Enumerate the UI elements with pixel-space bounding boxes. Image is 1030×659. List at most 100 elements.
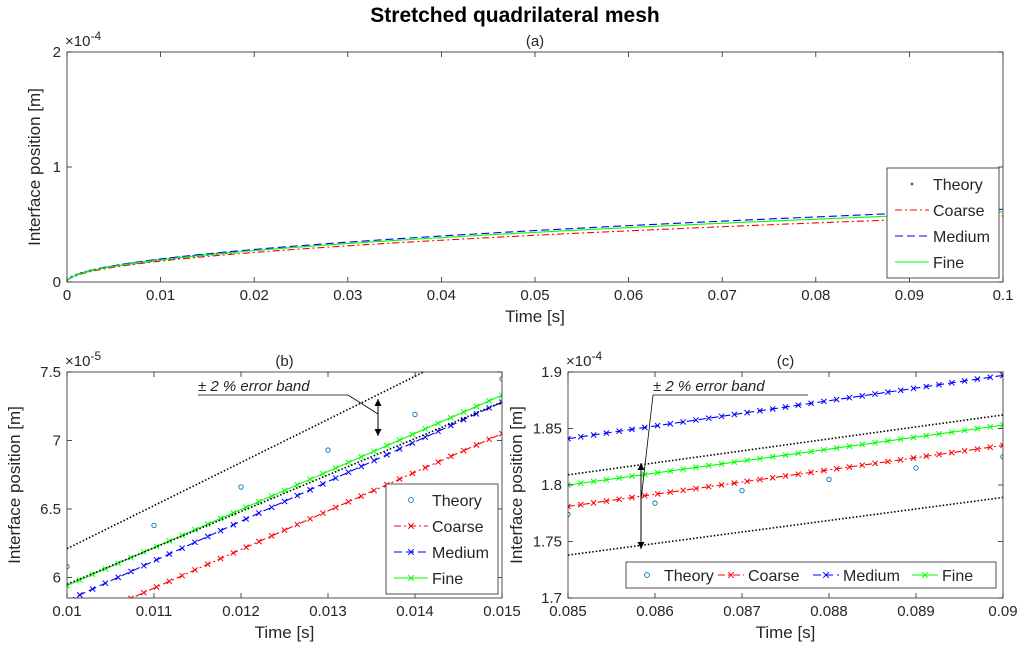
legend-label-medium: Medium: [432, 545, 489, 562]
panel-title: (b): [275, 353, 293, 370]
x-tick-label: 0.014: [396, 603, 434, 620]
series-fine-marker: [680, 466, 687, 473]
series-coarse-marker: [473, 442, 480, 448]
series-fine-marker: [128, 554, 134, 561]
theory-point: [151, 522, 157, 529]
series-fine-marker: [281, 487, 288, 494]
series-fine-marker: [102, 565, 109, 572]
series-fine-marker: [115, 560, 122, 567]
y-axis-label: Interface position [m]: [25, 88, 44, 246]
axes-box: [66, 51, 1004, 283]
series-fine-marker: [692, 464, 699, 471]
annotation-leader: [347, 394, 379, 415]
series-fine-marker: [859, 441, 866, 448]
series-medium-marker: [345, 469, 352, 476]
theory-point: [238, 484, 244, 490]
error-band-arrowhead: [637, 542, 645, 549]
x-tick-label: 0.09: [988, 603, 1017, 620]
series-coarse-marker: [371, 487, 378, 494]
series-fine-marker: [460, 409, 467, 416]
legend-coarse-marker: [727, 571, 735, 579]
series-coarse-marker: [590, 499, 597, 506]
series-fine-marker: [936, 430, 942, 437]
series-coarse-marker: [948, 449, 955, 456]
theory-point: [652, 500, 658, 506]
series-medium-marker: [808, 400, 815, 407]
series-fine-marker: [910, 434, 917, 441]
x-tick-label: 0.06: [614, 287, 643, 304]
legend-theory-marker: [910, 182, 914, 186]
series-fine-marker: [744, 457, 751, 464]
error-band-arrowhead: [374, 399, 382, 406]
series-coarse-marker: [230, 549, 237, 556]
series-fine-marker: [140, 549, 147, 556]
legend-medium-marker: [407, 548, 415, 556]
series-band-upper-line: [67, 372, 425, 550]
series-medium-marker: [629, 426, 635, 433]
y-tick-label: 6: [53, 569, 61, 586]
series-medium-marker: [590, 431, 597, 438]
series-coarse-marker: [499, 430, 502, 437]
series-medium-marker: [396, 445, 403, 452]
legend-theory-marker: [644, 572, 650, 578]
theory-point: [568, 511, 571, 518]
series-medium-marker: [897, 387, 904, 394]
x-tick-label: 0.02: [240, 287, 269, 304]
legend-label-theory: Theory: [933, 177, 983, 194]
legend-box: [385, 483, 499, 595]
series-coarse-marker: [820, 467, 827, 474]
series-coarse-marker: [64, 624, 69, 629]
series-band-upper-line: [568, 414, 1003, 476]
series-fine-marker: [358, 453, 365, 460]
theory-point: [913, 465, 919, 471]
y-tick-label: 1.85: [533, 421, 562, 438]
x-tick-label: 0.011: [136, 603, 172, 620]
series-coarse-marker: [577, 501, 584, 508]
series-fine-marker: [808, 448, 815, 455]
series-fine-marker: [705, 462, 712, 469]
series-medium-marker: [667, 420, 674, 427]
legend-label-fine: Fine: [933, 255, 964, 272]
series-coarse-marker: [897, 456, 904, 463]
panel-c: 0.085 0.086 0.087 0.088 0.089 0.09 1.7 1.75 1.8 1…: [507, 349, 1018, 642]
series-coarse-marker: [705, 483, 712, 490]
series-medium-marker: [769, 405, 776, 412]
series-medium-marker: [718, 413, 725, 420]
series-medium-marker: [872, 391, 879, 397]
series-fine-marker: [795, 450, 802, 457]
legend-box: [886, 167, 1000, 279]
series-medium-marker: [910, 385, 917, 392]
series-fine-marker: [307, 476, 314, 483]
y-tick-label: 1.7: [541, 590, 562, 607]
legend-label-coarse: Coarse: [933, 203, 985, 220]
series-coarse-marker: [153, 584, 160, 590]
series-fine-marker: [590, 478, 597, 485]
x-tick-label: 0.09: [895, 287, 924, 304]
series-coarse-line: [130, 433, 502, 598]
series-coarse-marker: [782, 473, 789, 479]
series-coarse-marker: [345, 498, 352, 505]
series-medium-marker: [499, 399, 502, 406]
series-medium-marker: [987, 374, 994, 381]
series-coarse-marker: [447, 453, 454, 460]
series-coarse-marker: [396, 476, 403, 483]
series-fine-marker: [396, 437, 403, 444]
series-medium-marker: [230, 521, 237, 528]
series-fine-marker: [948, 429, 955, 436]
series-medium-marker: [795, 402, 802, 409]
x-tick-label: 0.07: [708, 287, 737, 304]
series-medium-marker: [603, 430, 610, 437]
series-coarse-marker: [731, 480, 738, 487]
series-coarse-marker: [460, 447, 467, 454]
series-medium-marker: [319, 480, 326, 487]
series-fine-marker: [782, 452, 789, 459]
series-medium-marker: [268, 504, 275, 511]
series-medium-marker: [115, 574, 122, 581]
series-medium-marker: [654, 422, 661, 429]
series-medium-marker: [102, 580, 109, 587]
series-medium-marker: [846, 394, 853, 401]
series-fine-marker: [499, 392, 502, 399]
legend-fine-marker: [921, 571, 929, 579]
series-medium-marker: [294, 492, 301, 499]
series-medium-marker: [936, 381, 942, 388]
